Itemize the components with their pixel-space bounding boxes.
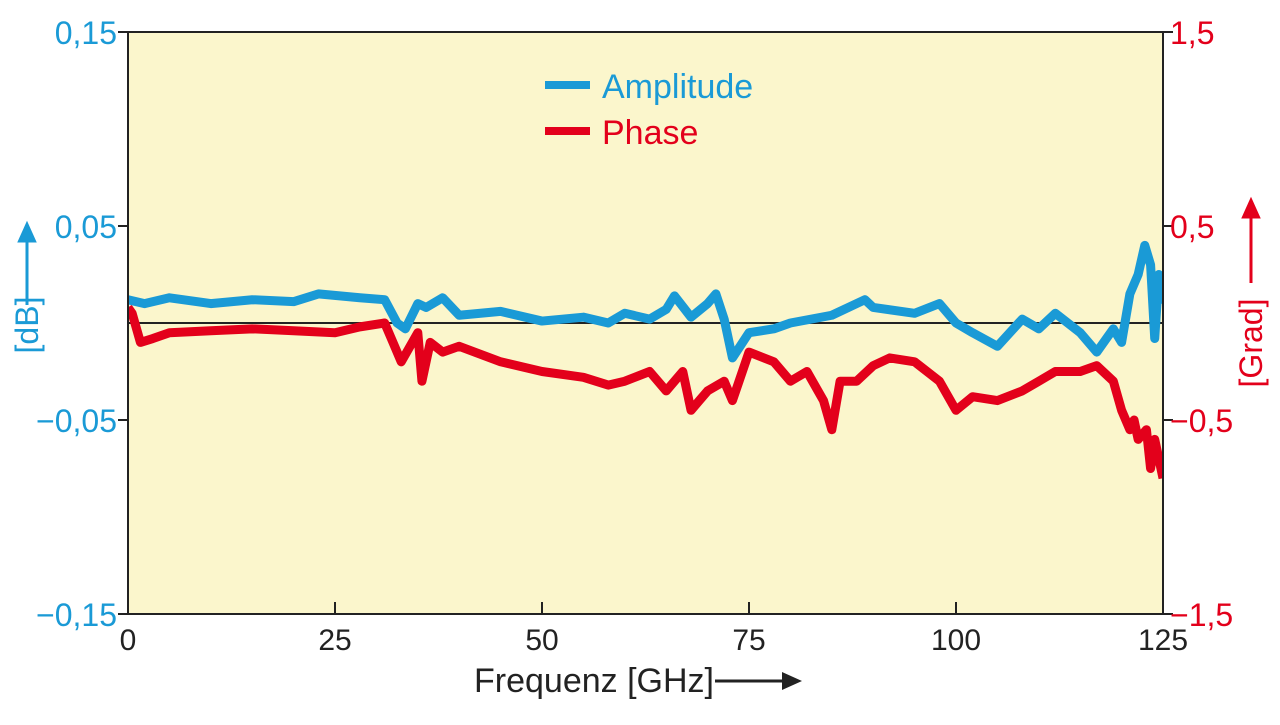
x-tick-label: 100 bbox=[931, 624, 981, 657]
left-y-axis: −0,15 −0,05 0,05 0,15 bbox=[36, 15, 128, 633]
right-y-tick-label: −1,5 bbox=[1170, 597, 1233, 633]
legend-amplitude-label: Amplitude bbox=[602, 68, 753, 106]
left-y-axis-arrow-icon bbox=[17, 220, 37, 305]
right-y-tick-label: −0,5 bbox=[1170, 403, 1233, 439]
x-axis-arrow-icon bbox=[715, 672, 802, 690]
x-tick-label: 0 bbox=[120, 624, 137, 657]
left-y-tick-label: −0,05 bbox=[36, 403, 117, 439]
x-axis: 0 25 50 75 100 125 bbox=[120, 602, 1188, 657]
right-y-axis-title: [Grad] bbox=[1233, 299, 1269, 388]
x-tick-label: 50 bbox=[525, 624, 558, 657]
amplitude-series-line bbox=[128, 240, 1163, 363]
plot-frame bbox=[127, 31, 1164, 615]
legend-phase-label: Phase bbox=[602, 114, 698, 152]
phase-series-line bbox=[128, 304, 1163, 480]
left-y-axis-title-group: [dB] bbox=[9, 220, 45, 354]
right-y-tick-label: 1,5 bbox=[1170, 15, 1214, 51]
x-tick-label: 125 bbox=[1138, 624, 1188, 657]
right-y-axis: −1,5 −0,5 0,5 1,5 bbox=[1163, 15, 1233, 633]
left-y-tick-label: 0,05 bbox=[55, 209, 117, 245]
x-tick-label: 25 bbox=[318, 624, 351, 657]
right-y-axis-arrow-icon bbox=[1241, 196, 1261, 283]
x-axis-title: Frequenz [GHz] bbox=[474, 662, 714, 700]
left-y-tick-label: 0,15 bbox=[55, 15, 117, 51]
left-y-tick-label: −0,15 bbox=[36, 597, 117, 633]
left-y-axis-title: [dB] bbox=[9, 297, 45, 354]
right-y-tick-label: 0,5 bbox=[1170, 209, 1214, 245]
legend: Amplitude Phase bbox=[545, 68, 753, 152]
x-tick-label: 75 bbox=[732, 624, 765, 657]
right-y-axis-title-group: [Grad] bbox=[1233, 196, 1269, 388]
